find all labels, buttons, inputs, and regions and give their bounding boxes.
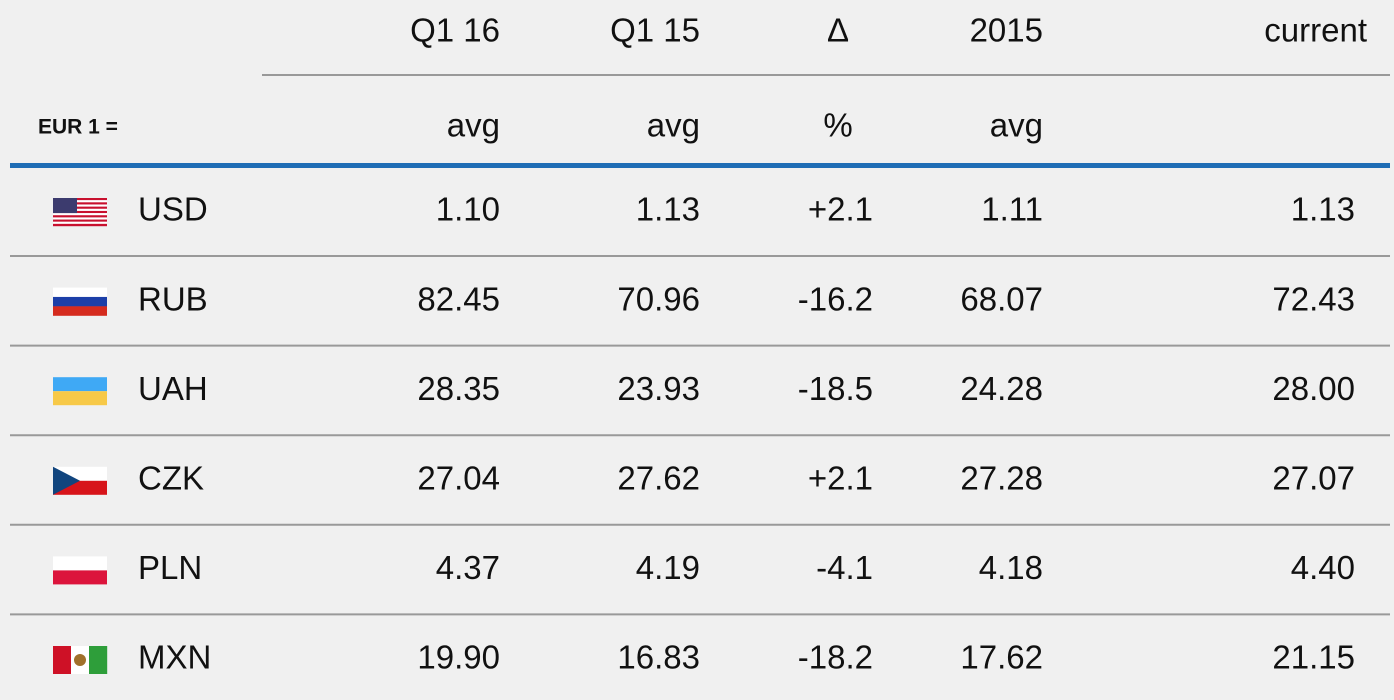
header-rule xyxy=(10,163,1390,168)
rate-cell: 19.90 xyxy=(417,639,500,676)
column-unit: avg xyxy=(990,107,1043,144)
rate-cell: -18.5 xyxy=(798,370,873,407)
rate-cell: 72.43 xyxy=(1272,280,1355,317)
column-header: 2015 xyxy=(970,12,1043,49)
stripe xyxy=(53,215,107,218)
rate-cell: -4.1 xyxy=(816,549,873,586)
stripe xyxy=(53,200,107,203)
rate-cell: 4.40 xyxy=(1291,549,1355,586)
rate-cell: +2.1 xyxy=(808,460,873,497)
rate-cell: 28.35 xyxy=(417,370,500,407)
rate-cell: 82.45 xyxy=(417,280,500,317)
stripe xyxy=(53,210,107,214)
canton xyxy=(53,198,77,214)
flag xyxy=(53,646,108,674)
stripe xyxy=(53,198,107,201)
rate-cell: 1.13 xyxy=(636,191,700,228)
base-label: EUR 1 = xyxy=(38,116,118,139)
rate-cell: +2.1 xyxy=(808,191,873,228)
stripe xyxy=(53,217,107,220)
rate-cell: 16.83 xyxy=(617,639,700,676)
stripe xyxy=(53,208,107,212)
flag xyxy=(53,466,107,495)
rate-cell: 17.62 xyxy=(960,639,1043,676)
band xyxy=(53,287,107,298)
rate-cell: 1.11 xyxy=(981,191,1043,228)
stripe xyxy=(53,206,107,209)
stripe xyxy=(53,213,107,216)
stripe xyxy=(53,223,107,227)
currency-code: UAH xyxy=(138,370,208,407)
rate-cell: -16.2 xyxy=(798,280,873,317)
column-unit: % xyxy=(823,107,852,144)
stripe xyxy=(53,202,107,205)
rate-cell: 28.00 xyxy=(1272,370,1355,407)
currency-code: MXN xyxy=(138,639,211,676)
column-header: Δ xyxy=(827,12,849,49)
band xyxy=(89,646,108,674)
column-header: current xyxy=(1264,12,1367,49)
band xyxy=(53,570,107,585)
column-header: Q1 15 xyxy=(610,12,700,49)
stripe xyxy=(53,219,107,222)
band xyxy=(53,296,107,307)
stripe xyxy=(53,221,107,225)
rate-cell: 70.96 xyxy=(617,280,700,317)
rate-cell: 1.13 xyxy=(1291,191,1355,228)
rate-cell: 68.07 xyxy=(960,280,1043,317)
rate-cell: 4.18 xyxy=(979,549,1043,586)
rate-cell: -18.2 xyxy=(798,639,873,676)
flag xyxy=(53,198,107,227)
column-unit: avg xyxy=(447,107,500,144)
stripe xyxy=(53,204,107,207)
currency-code: CZK xyxy=(138,460,204,497)
rate-cell: 4.37 xyxy=(436,549,500,586)
flag xyxy=(53,287,107,316)
rate-cell: 27.04 xyxy=(417,460,500,497)
triangle xyxy=(53,466,80,495)
rate-cell: 27.62 xyxy=(617,460,700,497)
band xyxy=(53,306,107,316)
column-unit: avg xyxy=(647,107,700,144)
rate-cell: 21.15 xyxy=(1272,639,1355,676)
rate-cell: 4.19 xyxy=(636,549,700,586)
column-header: Q1 16 xyxy=(410,12,500,49)
band xyxy=(53,377,107,392)
flag xyxy=(53,377,107,406)
emblem xyxy=(74,654,86,666)
band xyxy=(53,391,107,406)
rate-cell: 27.07 xyxy=(1272,460,1355,497)
rate-cell: 1.10 xyxy=(436,191,500,228)
currency-code: USD xyxy=(138,191,208,228)
band xyxy=(53,556,107,571)
rate-cell: 24.28 xyxy=(960,370,1043,407)
currency-code: RUB xyxy=(138,280,208,317)
flag xyxy=(53,556,107,585)
rate-cell: 27.28 xyxy=(960,460,1043,497)
band xyxy=(53,646,72,674)
currency-code: PLN xyxy=(138,549,202,586)
rate-cell: 23.93 xyxy=(617,370,700,407)
